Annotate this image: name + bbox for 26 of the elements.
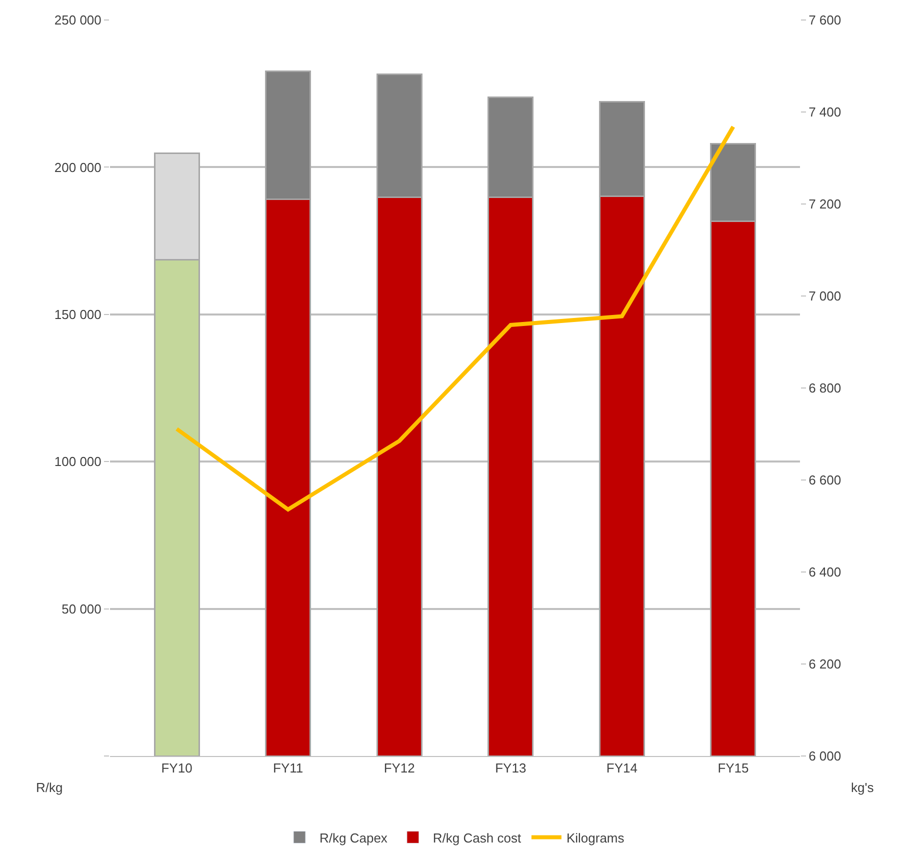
y2-tick-label: 7 400 [808, 104, 842, 120]
y2-tick-label: 6 400 [808, 564, 842, 580]
x-tick-label: FY11 [273, 760, 304, 776]
y2-tick-label: 6 000 [808, 748, 842, 764]
y-tick-label: 100 000 [54, 454, 102, 470]
y2-tick-label: 6 200 [808, 656, 842, 672]
x-tick-label: FY10 [161, 760, 192, 776]
y-axis-title: R/kg [36, 780, 63, 795]
y2-tick-label: 6 800 [808, 380, 842, 396]
x-tick-label: FY14 [606, 760, 638, 776]
y2-axis-title: kg's [851, 780, 874, 795]
line-series [174, 124, 736, 512]
legend-label: Kilograms [566, 830, 625, 846]
x-tick-label: FY13 [495, 760, 526, 776]
y2-tick-label: 7 200 [808, 196, 842, 212]
y-tick-label: 200 000 [54, 160, 102, 175]
legend-label: R/kg Capex [320, 830, 388, 846]
y-tick-label: 250 000 [54, 12, 102, 28]
legend-label: R/kg Cash cost [432, 830, 522, 846]
y-tick-label: 150 000 [54, 306, 102, 322]
y-tick-label: 50 000 [62, 601, 102, 616]
y2-tick-label: 6 600 [808, 472, 842, 488]
x-tick-label: FY15 [718, 760, 749, 776]
y2-tick-label: 7 600 [808, 12, 842, 28]
y2-tick-label: 7 000 [808, 288, 842, 304]
x-tick-label: FY12 [384, 760, 415, 776]
